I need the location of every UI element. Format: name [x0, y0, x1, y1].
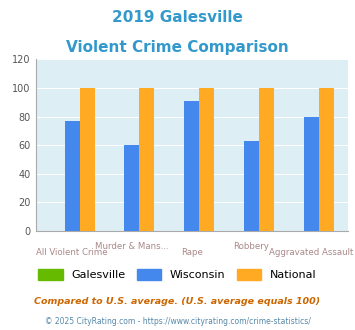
Text: Rape: Rape	[181, 248, 203, 257]
Bar	[140, 88, 154, 231]
Text: Murder & Mans...: Murder & Mans...	[95, 243, 169, 251]
Text: Aggravated Assault: Aggravated Assault	[269, 248, 354, 257]
Text: 2019 Galesville: 2019 Galesville	[112, 10, 243, 25]
Bar	[259, 88, 274, 231]
Text: Robbery: Robbery	[234, 243, 269, 251]
Bar	[80, 88, 94, 231]
Legend: Galesville, Wisconsin, National: Galesville, Wisconsin, National	[34, 265, 321, 284]
Text: All Violent Crime: All Violent Crime	[36, 248, 108, 257]
Bar	[304, 116, 319, 231]
Text: Violent Crime Comparison: Violent Crime Comparison	[66, 40, 289, 54]
Bar	[65, 121, 80, 231]
Bar	[184, 101, 199, 231]
Bar	[125, 145, 140, 231]
Text: Compared to U.S. average. (U.S. average equals 100): Compared to U.S. average. (U.S. average …	[34, 297, 321, 306]
Bar	[199, 88, 214, 231]
Text: © 2025 CityRating.com - https://www.cityrating.com/crime-statistics/: © 2025 CityRating.com - https://www.city…	[45, 317, 310, 326]
Bar	[319, 88, 334, 231]
Bar	[244, 141, 259, 231]
